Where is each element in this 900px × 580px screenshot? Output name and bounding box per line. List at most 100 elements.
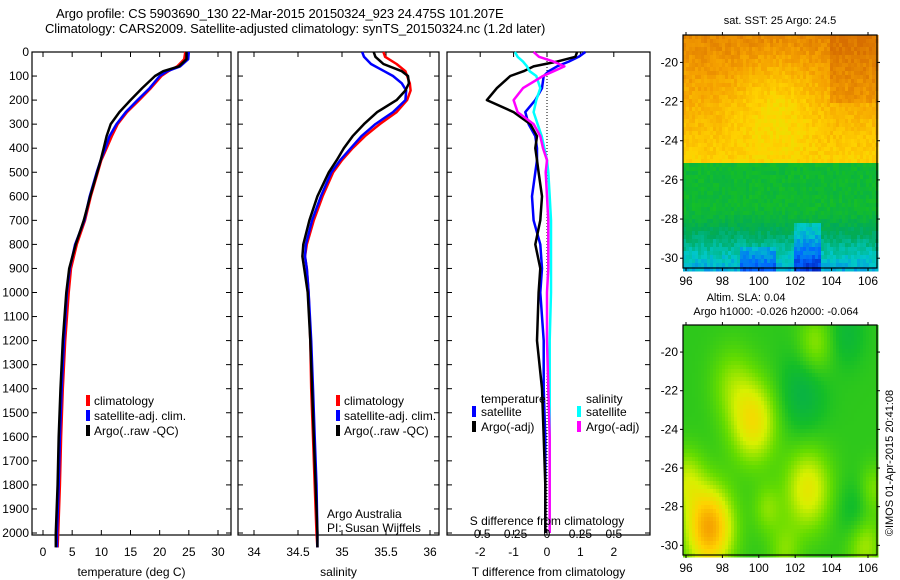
heatmap-cell	[851, 175, 855, 180]
heatmap-cell	[728, 329, 732, 334]
heatmap-cell	[845, 79, 849, 84]
heatmap-cell	[779, 39, 783, 44]
heatmap-cell	[830, 103, 834, 108]
x-tick-label: 0	[544, 545, 551, 559]
heatmap-cell	[767, 247, 771, 252]
heatmap-cell	[755, 111, 759, 116]
heatmap-cell	[767, 67, 771, 72]
heatmap-cell	[821, 127, 825, 132]
heatmap-cell	[701, 421, 705, 426]
heatmap-cell	[824, 135, 828, 140]
heatmap-cell	[710, 199, 714, 204]
heatmap-cell	[767, 127, 771, 132]
heatmap-cell	[716, 67, 720, 72]
heatmap-cell	[725, 473, 729, 478]
heatmap-cell	[704, 171, 708, 176]
heatmap-cell	[806, 83, 810, 88]
heatmap-cell	[725, 35, 729, 40]
heatmap-cell	[707, 199, 711, 204]
heatmap-cell	[713, 59, 717, 64]
heatmap-cell	[815, 263, 819, 268]
heatmap-cell	[872, 103, 876, 108]
x-tick-label: 104	[822, 274, 842, 288]
heatmap-cell	[800, 151, 804, 156]
heatmap-cell	[788, 227, 792, 232]
heatmap-cell	[689, 469, 693, 474]
heatmap-cell	[803, 195, 807, 200]
heatmap-cell	[707, 521, 711, 526]
heatmap-cell	[722, 489, 726, 494]
heatmap-cell	[764, 51, 768, 56]
heatmap-cell	[734, 79, 738, 84]
heatmap-cell	[683, 119, 687, 124]
heatmap-cell	[737, 59, 741, 64]
heatmap-cell	[809, 159, 813, 164]
heatmap-cell	[854, 187, 858, 192]
heatmap-cell	[725, 425, 729, 430]
heatmap-cell	[755, 219, 759, 224]
heatmap-cell	[722, 445, 726, 450]
heatmap-cell	[686, 381, 690, 386]
heatmap-cell	[818, 67, 822, 72]
heatmap-cell	[752, 59, 756, 64]
heatmap-cell	[701, 47, 705, 52]
heatmap-cell	[716, 525, 720, 530]
heatmap-cell	[707, 417, 711, 422]
heatmap-cell	[698, 485, 702, 490]
heatmap-cell	[716, 51, 720, 56]
heatmap-cell	[725, 449, 729, 454]
heatmap-cell	[833, 71, 837, 76]
heatmap-cell	[869, 239, 873, 244]
heatmap-cell	[728, 123, 732, 128]
heatmap-cell	[698, 489, 702, 494]
heatmap-cell	[842, 71, 846, 76]
heatmap-cell	[695, 219, 699, 224]
heatmap-cell	[713, 441, 717, 446]
heatmap-cell	[722, 333, 726, 338]
heatmap-cell	[746, 207, 750, 212]
heatmap-cell	[851, 187, 855, 192]
heatmap-cell	[857, 219, 861, 224]
heatmap-cell	[740, 227, 744, 232]
heatmap-cell	[788, 167, 792, 172]
heatmap-cell	[695, 263, 699, 268]
heatmap-cell	[686, 361, 690, 366]
heatmap-cell	[815, 239, 819, 244]
heatmap-cell	[794, 111, 798, 116]
heatmap-cell	[872, 111, 876, 116]
heatmap-cell	[824, 259, 828, 264]
heatmap-cell	[695, 489, 699, 494]
heatmap-cell	[797, 51, 801, 56]
heatmap-cell	[806, 103, 810, 108]
heatmap-cell	[767, 267, 771, 272]
heatmap-cell	[767, 207, 771, 212]
heatmap-cell	[851, 267, 855, 272]
heatmap-cell	[716, 175, 720, 180]
heatmap-cell	[827, 151, 831, 156]
heatmap-cell	[725, 135, 729, 140]
heatmap-cell	[872, 119, 876, 124]
heatmap-cell	[785, 135, 789, 140]
heatmap-cell	[824, 87, 828, 92]
heatmap-cell	[713, 369, 717, 374]
heatmap-cell	[689, 119, 693, 124]
heatmap-cell	[707, 525, 711, 530]
heatmap-cell	[791, 87, 795, 92]
heatmap-cell	[845, 35, 849, 40]
heatmap-cell	[770, 43, 774, 48]
heatmap-cell	[722, 143, 726, 148]
heatmap-cell	[869, 83, 873, 88]
heatmap-cell	[704, 219, 708, 224]
heatmap-cell	[821, 187, 825, 192]
heatmap-cell	[707, 259, 711, 264]
heatmap-cell	[845, 207, 849, 212]
heatmap-cell	[860, 207, 864, 212]
heatmap-cell	[734, 171, 738, 176]
heatmap-cell	[773, 103, 777, 108]
heatmap-cell	[785, 155, 789, 160]
heatmap-cell	[710, 79, 714, 84]
heatmap-cell	[725, 549, 729, 554]
heatmap-cell	[767, 219, 771, 224]
heatmap-cell	[689, 501, 693, 506]
heatmap-cell	[692, 155, 696, 160]
